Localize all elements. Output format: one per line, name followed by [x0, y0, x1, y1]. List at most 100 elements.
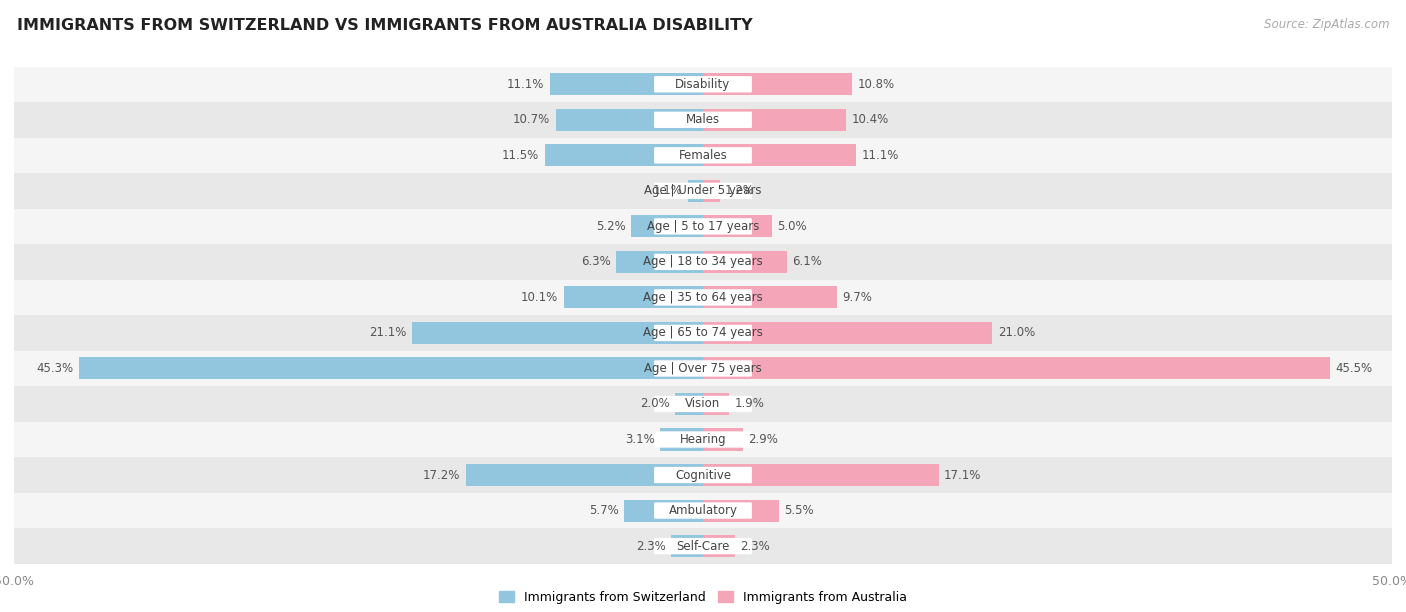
Text: 45.3%: 45.3% — [37, 362, 73, 375]
Bar — [671, 535, 703, 557]
Text: Age | 18 to 34 years: Age | 18 to 34 years — [643, 255, 763, 269]
Bar — [14, 280, 1392, 315]
Text: 2.3%: 2.3% — [636, 540, 666, 553]
Bar — [703, 499, 779, 521]
FancyBboxPatch shape — [654, 218, 752, 234]
Bar — [703, 464, 939, 486]
Text: Age | Under 5 years: Age | Under 5 years — [644, 184, 762, 197]
Bar — [616, 251, 703, 273]
FancyBboxPatch shape — [654, 360, 752, 376]
Text: 21.0%: 21.0% — [998, 326, 1035, 340]
Text: 5.7%: 5.7% — [589, 504, 619, 517]
Bar — [412, 322, 703, 344]
Text: 45.5%: 45.5% — [1336, 362, 1372, 375]
Text: Disability: Disability — [675, 78, 731, 91]
Text: 5.0%: 5.0% — [778, 220, 807, 233]
Bar — [14, 422, 1392, 457]
FancyBboxPatch shape — [654, 289, 752, 305]
Text: Age | Over 75 years: Age | Over 75 years — [644, 362, 762, 375]
Text: 2.3%: 2.3% — [740, 540, 770, 553]
Text: Females: Females — [679, 149, 727, 162]
FancyBboxPatch shape — [654, 111, 752, 128]
Text: 11.5%: 11.5% — [502, 149, 538, 162]
Bar — [661, 428, 703, 450]
FancyBboxPatch shape — [654, 467, 752, 483]
Bar — [14, 528, 1392, 564]
Bar — [555, 109, 703, 131]
Text: 10.1%: 10.1% — [522, 291, 558, 304]
Bar — [14, 244, 1392, 280]
FancyBboxPatch shape — [654, 502, 752, 519]
Bar — [624, 499, 703, 521]
Bar — [14, 138, 1392, 173]
Text: 1.1%: 1.1% — [652, 184, 682, 197]
Bar — [79, 357, 703, 379]
FancyBboxPatch shape — [654, 538, 752, 554]
Text: 17.2%: 17.2% — [423, 469, 461, 482]
FancyBboxPatch shape — [654, 147, 752, 163]
Bar — [703, 393, 730, 415]
FancyBboxPatch shape — [654, 183, 752, 199]
FancyBboxPatch shape — [654, 76, 752, 92]
FancyBboxPatch shape — [654, 396, 752, 412]
Text: Vision: Vision — [685, 397, 721, 411]
Text: Age | 5 to 17 years: Age | 5 to 17 years — [647, 220, 759, 233]
Bar — [550, 73, 703, 95]
FancyBboxPatch shape — [654, 254, 752, 270]
Bar — [14, 315, 1392, 351]
Text: 1.2%: 1.2% — [725, 184, 755, 197]
Bar — [703, 357, 1330, 379]
Text: 1.9%: 1.9% — [735, 397, 765, 411]
Text: 9.7%: 9.7% — [842, 291, 872, 304]
Bar — [544, 144, 703, 166]
Bar — [465, 464, 703, 486]
Bar — [703, 428, 742, 450]
Text: IMMIGRANTS FROM SWITZERLAND VS IMMIGRANTS FROM AUSTRALIA DISABILITY: IMMIGRANTS FROM SWITZERLAND VS IMMIGRANT… — [17, 18, 752, 34]
Text: 5.5%: 5.5% — [785, 504, 814, 517]
FancyBboxPatch shape — [654, 325, 752, 341]
Bar — [14, 102, 1392, 138]
Text: Ambulatory: Ambulatory — [668, 504, 738, 517]
Bar — [14, 67, 1392, 102]
Bar — [703, 109, 846, 131]
Text: Self-Care: Self-Care — [676, 540, 730, 553]
Text: 10.7%: 10.7% — [513, 113, 550, 126]
Bar — [14, 351, 1392, 386]
Text: Age | 35 to 64 years: Age | 35 to 64 years — [643, 291, 763, 304]
Bar — [564, 286, 703, 308]
Bar — [675, 393, 703, 415]
Text: 6.3%: 6.3% — [581, 255, 610, 269]
Bar — [703, 286, 837, 308]
Text: 17.1%: 17.1% — [945, 469, 981, 482]
Bar — [14, 173, 1392, 209]
Text: 2.0%: 2.0% — [640, 397, 669, 411]
Text: Age | 65 to 74 years: Age | 65 to 74 years — [643, 326, 763, 340]
Bar — [703, 73, 852, 95]
Text: 5.2%: 5.2% — [596, 220, 626, 233]
Bar — [703, 180, 720, 202]
Bar — [14, 493, 1392, 528]
Bar — [14, 457, 1392, 493]
Text: 3.1%: 3.1% — [626, 433, 655, 446]
Bar — [688, 180, 703, 202]
Text: 6.1%: 6.1% — [793, 255, 823, 269]
FancyBboxPatch shape — [654, 431, 752, 447]
Bar — [14, 386, 1392, 422]
Text: 11.1%: 11.1% — [508, 78, 544, 91]
Text: Source: ZipAtlas.com: Source: ZipAtlas.com — [1264, 18, 1389, 31]
Bar — [703, 215, 772, 237]
Bar — [703, 251, 787, 273]
Bar — [703, 535, 735, 557]
Text: Males: Males — [686, 113, 720, 126]
Text: 10.8%: 10.8% — [858, 78, 894, 91]
Bar — [14, 209, 1392, 244]
Bar — [703, 322, 993, 344]
Text: 2.9%: 2.9% — [748, 433, 779, 446]
Text: 10.4%: 10.4% — [852, 113, 889, 126]
Text: 21.1%: 21.1% — [370, 326, 406, 340]
Legend: Immigrants from Switzerland, Immigrants from Australia: Immigrants from Switzerland, Immigrants … — [494, 586, 912, 608]
Text: Cognitive: Cognitive — [675, 469, 731, 482]
Text: 11.1%: 11.1% — [862, 149, 898, 162]
Bar — [703, 144, 856, 166]
Text: Hearing: Hearing — [679, 433, 727, 446]
